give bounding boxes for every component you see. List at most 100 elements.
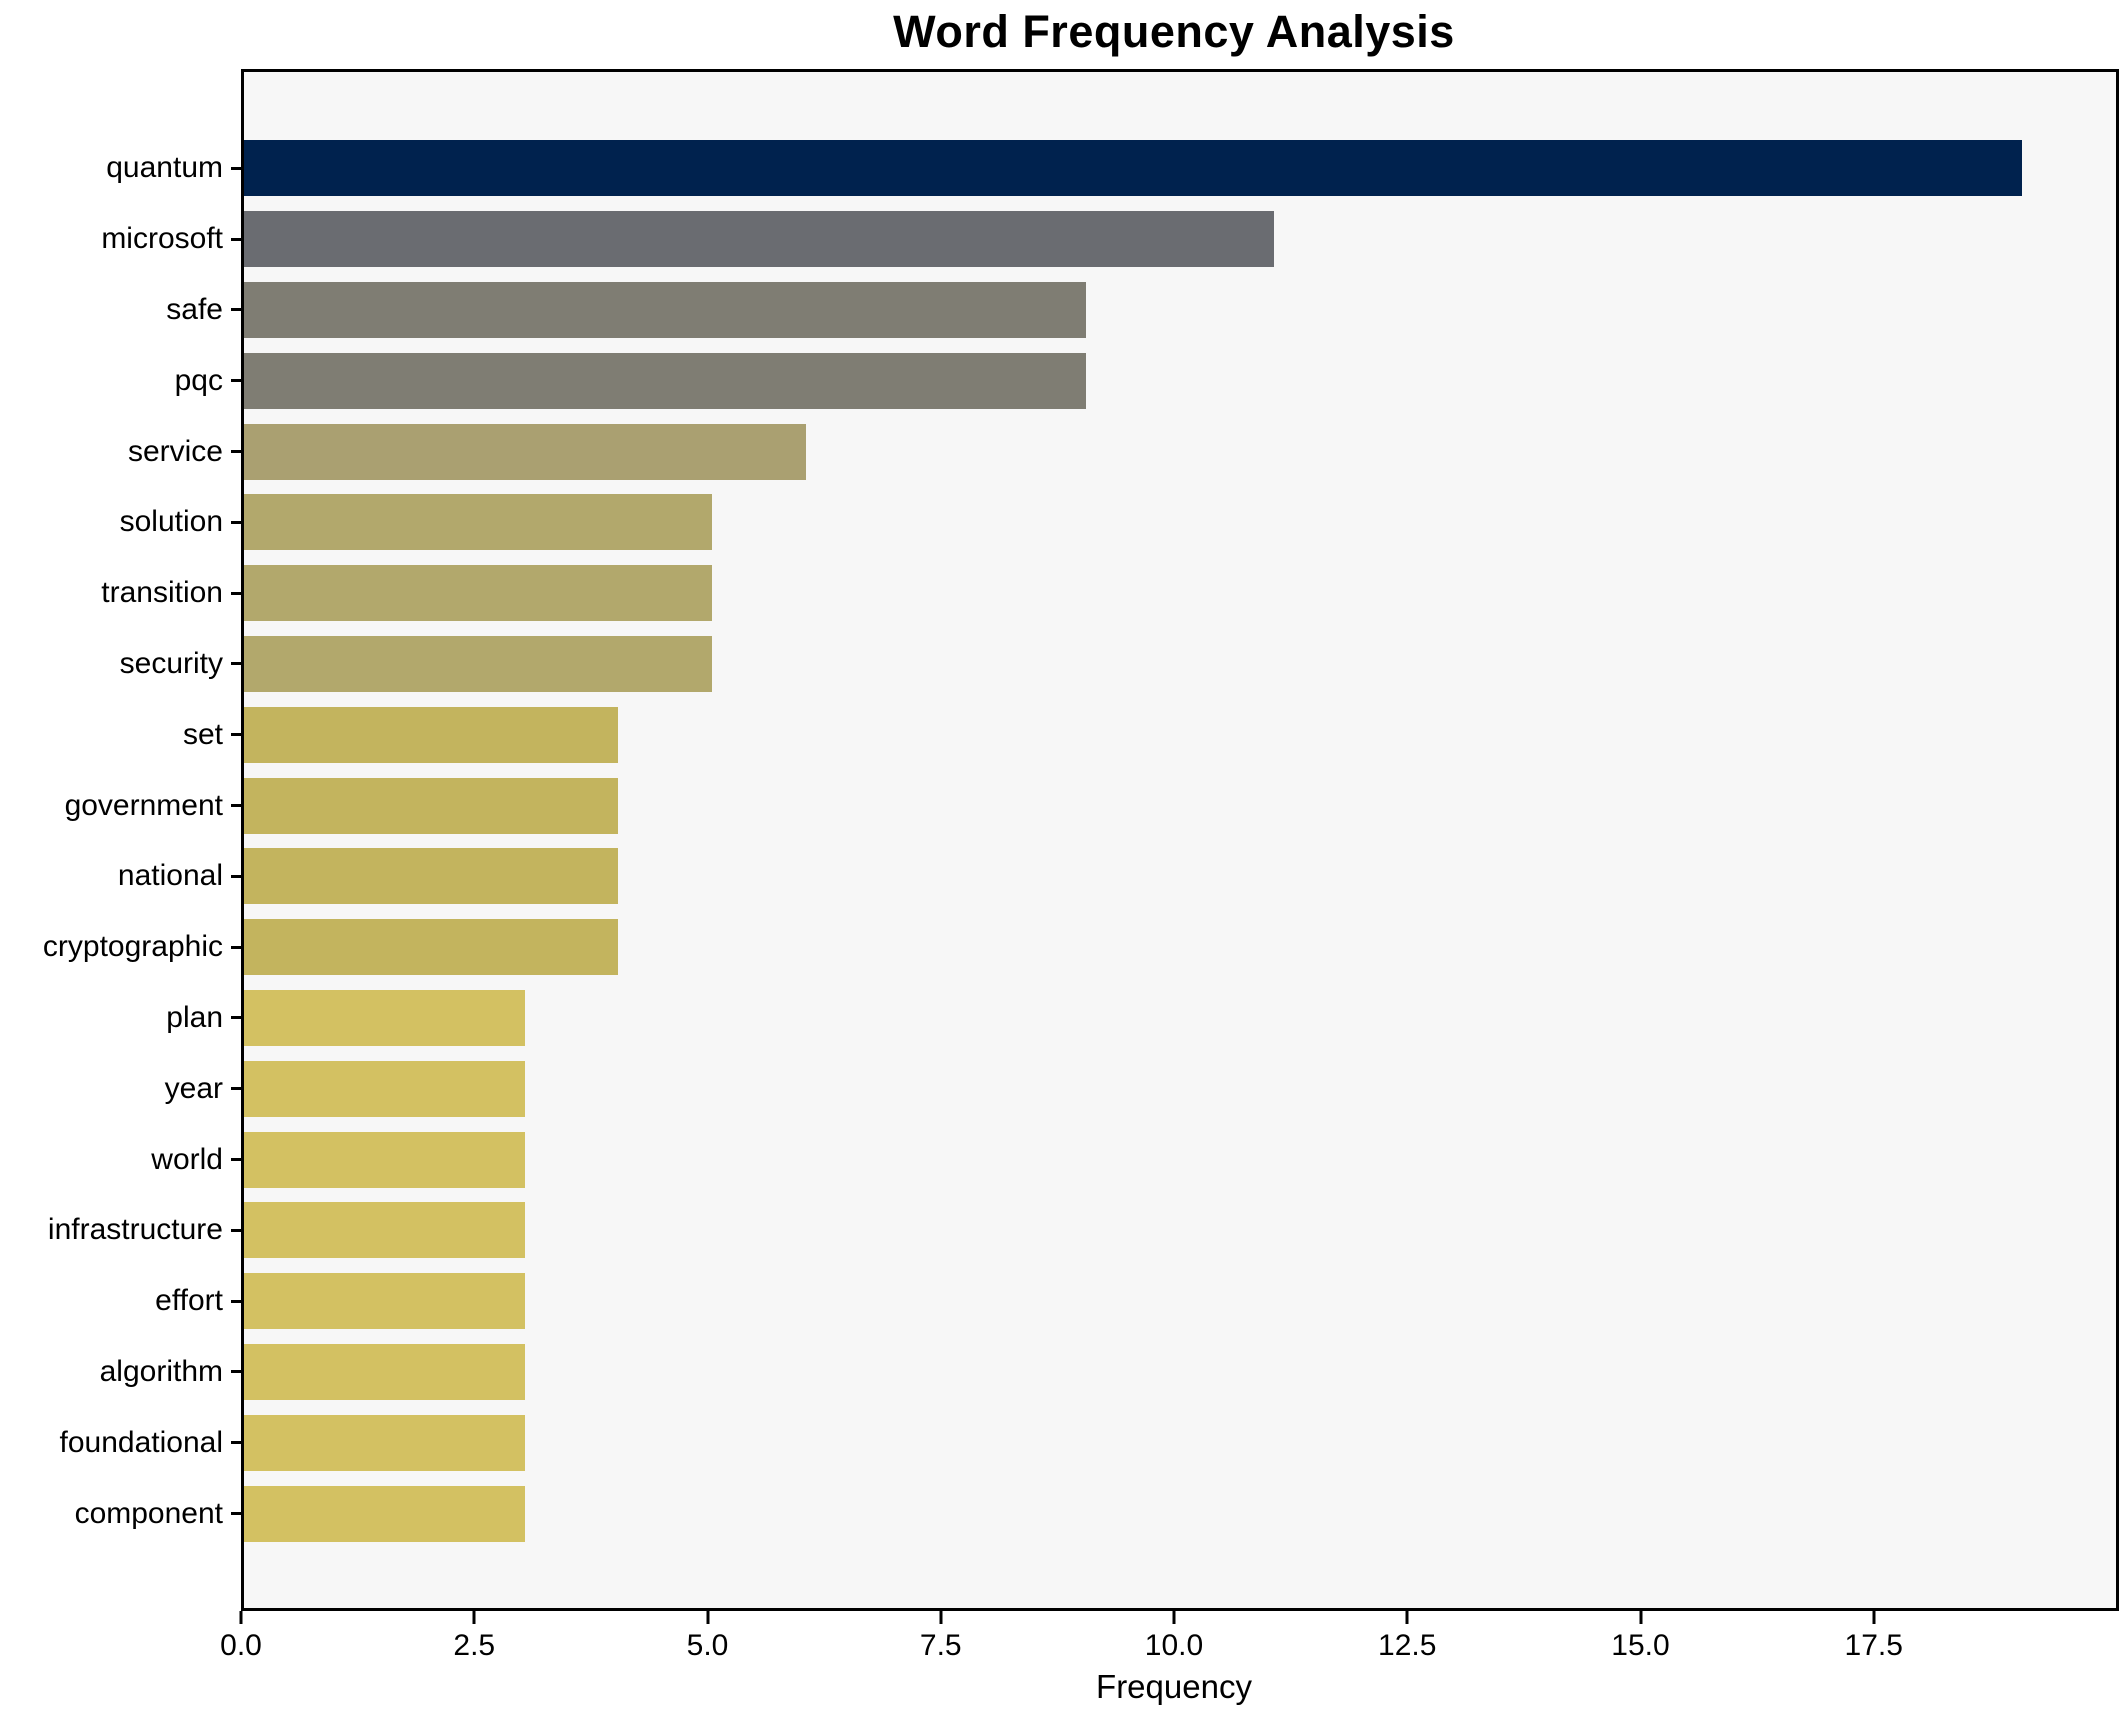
x-tick-mark (472, 1611, 476, 1624)
y-tick-row-quantum: quantum (0, 133, 241, 204)
y-tick-row-year: year (0, 1053, 241, 1124)
bar-row-microsoft (244, 204, 2116, 275)
bar-row-transition (244, 558, 2116, 629)
y-tick-row-set: set (0, 699, 241, 770)
x-axis-title: Frequency (1096, 1668, 1252, 1705)
y-tick-label: microsoft (101, 222, 223, 256)
x-tick-mark (1872, 1611, 1876, 1624)
y-tick-row-world: world (0, 1124, 241, 1195)
y-tick-mark (231, 1158, 241, 1162)
y-tick-row-foundational: foundational (0, 1407, 241, 1478)
bar-pqc (244, 352, 1087, 409)
y-tick-mark (231, 379, 241, 383)
bar-row-infrastructure (244, 1195, 2116, 1266)
x-axis: 0.0 2.5 5.0 7.5 10.0 12.5 15.0 17.5 (220, 1611, 2107, 1673)
bar-row-component (244, 1478, 2116, 1549)
bar-quantum (244, 140, 2023, 197)
y-tick-mark (231, 1228, 241, 1232)
bar-cryptographic (244, 919, 619, 976)
bar-row-foundational (244, 1407, 2116, 1478)
y-tick-label: world (151, 1142, 223, 1176)
bar-row-year (244, 1053, 2116, 1124)
y-tick-label: effort (155, 1284, 223, 1318)
y-tick-mark (231, 1370, 241, 1374)
bar-service (244, 423, 806, 480)
y-axis-labels: quantum microsoft safe pqc service solution tr… (0, 69, 241, 1611)
y-tick-mark (231, 308, 241, 312)
x-tick-label: 17.5 (1844, 1629, 1903, 1662)
bar-row-service (244, 416, 2116, 487)
y-tick-mark (231, 520, 241, 524)
x-tick-mark (706, 1611, 709, 1624)
y-tick-mark (231, 1441, 241, 1445)
x-tick-mark (1639, 1611, 1642, 1624)
bars-container (244, 72, 2116, 1608)
plot-area (241, 69, 2119, 1611)
y-tick-label: algorithm (99, 1354, 223, 1388)
y-tick-label: plan (166, 1000, 223, 1034)
y-tick-mark (231, 1016, 241, 1020)
bar-component (244, 1485, 525, 1542)
bar-row-effort (244, 1266, 2116, 1337)
y-tick-mark (231, 874, 241, 878)
bar-algorithm (244, 1343, 525, 1400)
y-tick-row-solution: solution (0, 487, 241, 558)
bar-row-security (244, 629, 2116, 700)
x-tick-mark (239, 1611, 243, 1624)
bar-infrastructure (244, 1202, 525, 1259)
bar-microsoft (244, 211, 1274, 268)
x-tick-label: 12.5 (1378, 1629, 1437, 1662)
bar-row-pqc (244, 345, 2116, 416)
y-tick-row-component: component (0, 1478, 241, 1549)
bar-row-government (244, 770, 2116, 841)
bar-national (244, 848, 619, 905)
x-tick-label: 0.0 (220, 1629, 262, 1662)
y-tick-mark (231, 166, 241, 170)
y-tick-row-safe: safe (0, 275, 241, 346)
y-tick-mark (231, 662, 241, 666)
y-tick-label: component (74, 1496, 223, 1530)
y-tick-row-infrastructure: infrastructure (0, 1195, 241, 1266)
x-tick-label: 2.5 (453, 1629, 496, 1662)
bar-transition (244, 565, 712, 622)
y-tick-mark (231, 733, 241, 737)
y-tick-mark (231, 1087, 241, 1091)
y-tick-label: cryptographic (42, 930, 223, 964)
y-tick-mark (231, 945, 241, 949)
bar-row-quantum (244, 133, 2116, 204)
y-tick-row-cryptographic: cryptographic (0, 912, 241, 983)
x-tick-label: 5.0 (686, 1629, 729, 1662)
bar-world (244, 1131, 525, 1188)
bar-security (244, 636, 712, 692)
x-tick-label: 7.5 (919, 1629, 962, 1662)
y-tick-label: safe (166, 292, 223, 326)
y-tick-mark (231, 1512, 241, 1516)
y-tick-label: national (117, 859, 223, 893)
y-tick-mark (231, 1299, 241, 1303)
y-tick-row-effort: effort (0, 1266, 241, 1337)
x-tick-mark (1405, 1611, 1409, 1624)
y-tick-label: year (164, 1071, 223, 1105)
bar-plan (244, 990, 525, 1046)
y-tick-label: service (127, 434, 223, 468)
y-tick-label: infrastructure (47, 1213, 223, 1247)
y-tick-mark (231, 804, 241, 808)
y-tick-label: security (119, 646, 223, 680)
bar-government (244, 777, 619, 834)
bar-foundational (244, 1414, 525, 1471)
y-tick-label: government (64, 788, 223, 822)
y-tick-row-algorithm: algorithm (0, 1337, 241, 1408)
x-tick-mark (939, 1611, 943, 1624)
y-tick-label: foundational (59, 1425, 223, 1459)
bar-set (244, 706, 619, 763)
bar-year (244, 1060, 525, 1117)
y-tick-label: pqc (174, 363, 223, 397)
y-tick-label: set (182, 717, 223, 751)
y-tick-mark (231, 591, 241, 595)
chart-title: Word Frequency Analysis (893, 6, 1455, 57)
bar-row-solution (244, 487, 2116, 558)
y-tick-row-security: security (0, 629, 241, 700)
y-tick-row-national: national (0, 841, 241, 912)
bar-effort (244, 1273, 525, 1330)
